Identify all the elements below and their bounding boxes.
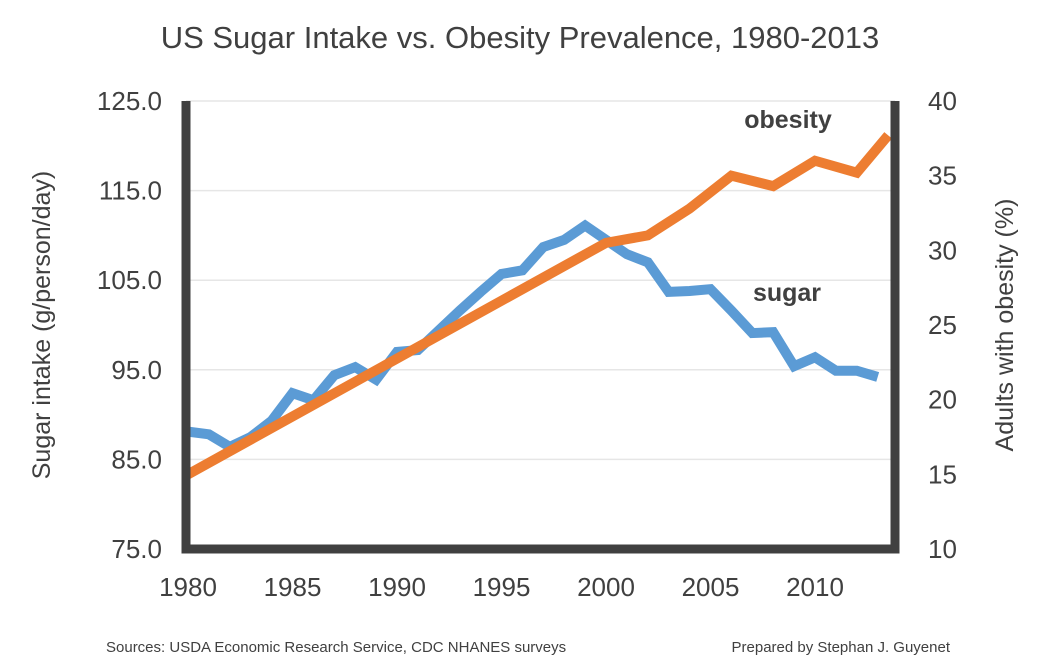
y2-tick-label: 20 xyxy=(928,385,957,415)
y-axis-label: Sugar intake (g/person/day) xyxy=(28,171,56,480)
credit-note: Prepared by Stephan J. Guyenet xyxy=(732,639,951,656)
series-layer xyxy=(185,132,892,479)
x-tick-label: 1980 xyxy=(159,572,217,602)
x-axis-ticks: 1980 1985 1990 1995 2000 2005 2010 xyxy=(159,572,844,602)
y2-tick-label: 25 xyxy=(928,310,957,340)
obesity-line xyxy=(185,132,892,479)
y2-axis-ticks: 10 15 20 25 30 35 40 xyxy=(928,86,957,564)
x-tick-label: 2005 xyxy=(682,572,740,602)
y2-axis-label: Adults with obesity (%) xyxy=(991,199,1019,452)
y-tick-label: 95.0 xyxy=(111,355,162,385)
y-tick-label: 105.0 xyxy=(97,265,162,295)
x-tick-label: 1995 xyxy=(473,572,531,602)
sugar-series-label: sugar xyxy=(753,279,821,307)
y2-tick-label: 35 xyxy=(928,161,957,191)
x-tick-label: 2010 xyxy=(786,572,844,602)
sources-note: Sources: USDA Economic Research Service,… xyxy=(106,639,566,656)
y-tick-label: 125.0 xyxy=(97,86,162,116)
y-tick-label: 85.0 xyxy=(111,444,162,474)
y-axis-ticks: 75.0 85.0 95.0 105.0 115.0 125.0 xyxy=(97,86,162,564)
x-tick-label: 2000 xyxy=(577,572,635,602)
obesity-series-label: obesity xyxy=(744,106,832,134)
x-tick-label: 1985 xyxy=(264,572,322,602)
y-tick-label: 115.0 xyxy=(99,176,162,206)
chart-title: US Sugar Intake vs. Obesity Prevalence, … xyxy=(161,20,880,55)
sugar-line xyxy=(187,219,880,453)
y2-tick-label: 30 xyxy=(928,235,957,265)
y2-tick-label: 15 xyxy=(928,459,957,489)
y-tick-label: 75.0 xyxy=(111,534,162,564)
y2-tick-label: 10 xyxy=(928,534,957,564)
y2-tick-label: 40 xyxy=(928,86,957,116)
axis-frame xyxy=(181,101,900,554)
x-tick-label: 1990 xyxy=(368,572,426,602)
